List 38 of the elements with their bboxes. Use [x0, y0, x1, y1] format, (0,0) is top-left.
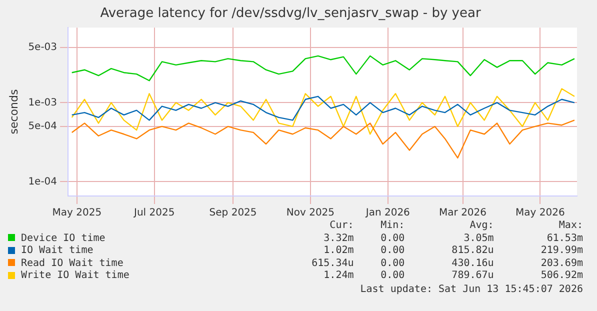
x-tick-label: May 2026: [516, 208, 565, 219]
text: 3.05m: [462, 232, 494, 245]
x-tick-label: Sep 2025: [209, 208, 257, 219]
text: 0.00: [380, 245, 405, 258]
text: 1.02m: [322, 245, 354, 258]
text: 0.00: [380, 258, 405, 270]
y-axis-title: seconds: [7, 89, 20, 134]
text: 0.00: [380, 270, 405, 282]
chart-title: Average latency for /dev/ssdvg/lv_senjasrv_swap - by year: [100, 6, 482, 22]
text: 815.82u: [450, 245, 494, 258]
y-tick-label: 1e-04: [28, 176, 58, 188]
x-tick-label: Nov 2025: [286, 208, 335, 219]
legend-label: IO Wait time: [20, 245, 94, 258]
x-tick-label: Jan 2026: [364, 208, 410, 219]
legend-label: Device IO time: [20, 232, 106, 245]
text: 0.00: [380, 232, 405, 245]
text: 203.69m: [540, 258, 583, 270]
y-tick-label: 5e-03: [28, 42, 58, 53]
text: 3.32m: [322, 232, 354, 245]
x-tick-label: Mar 2026: [439, 208, 487, 219]
text: Cur:: [328, 220, 354, 232]
text: 615.34u: [310, 258, 354, 270]
y-tick-label: 5e-04: [28, 121, 58, 132]
text: 789.67u: [450, 270, 494, 282]
x-tick-label: May 2025: [52, 208, 102, 219]
text: 1.24m: [322, 270, 354, 282]
text: 430.16u: [450, 258, 494, 270]
x-tick-label: Jul 2025: [133, 208, 175, 219]
text: 506.92m: [540, 270, 583, 282]
text: 219.99m: [540, 245, 583, 258]
legend-label: Read IO Wait time: [20, 258, 124, 270]
text: 61.53m: [546, 232, 583, 245]
text: Min:: [380, 220, 405, 232]
y-tick-label: 1e-03: [28, 97, 58, 108]
text: Avg:: [468, 220, 494, 232]
text: Max:: [558, 220, 583, 232]
text: Last update: Sat Jun 13 15:45:07 2026: [359, 282, 583, 296]
legend-label: Write IO Wait time: [20, 270, 130, 282]
